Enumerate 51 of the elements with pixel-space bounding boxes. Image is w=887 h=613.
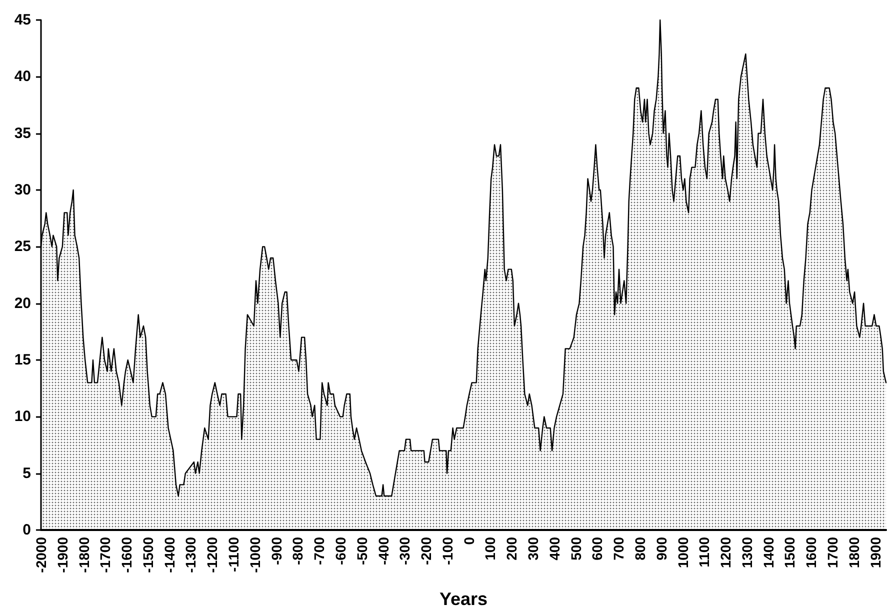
- x-tick-label: 1200: [718, 536, 734, 568]
- y-tick-label: 30: [14, 182, 31, 198]
- y-tick-label: 0: [22, 522, 31, 538]
- x-tick-label: 1300: [738, 536, 755, 568]
- x-tick-label: -500: [354, 536, 370, 566]
- y-tick-label: 45: [14, 12, 31, 28]
- y-tick-label: 40: [14, 68, 31, 86]
- x-tick-label: -1400: [161, 536, 178, 573]
- x-tick-label: 1800: [846, 536, 862, 568]
- y-tick-label: 5: [22, 464, 31, 482]
- x-tick-label: 800: [632, 536, 648, 560]
- x-tick-label: -1900: [54, 536, 70, 573]
- x-tick-label: 1000: [674, 536, 691, 568]
- x-tick-label: 400: [546, 536, 562, 560]
- x-tick-label: 300: [525, 536, 542, 560]
- x-tick-label: 100: [482, 536, 498, 560]
- x-tick-label: -800: [290, 536, 306, 566]
- x-tick-label: -700: [311, 536, 328, 566]
- y-tick-label: 10: [14, 408, 31, 426]
- x-tick-label: 1700: [824, 536, 841, 568]
- x-tick-label: 1100: [696, 536, 712, 568]
- x-tick-label: 900: [653, 536, 670, 560]
- x-tick-label: 700: [610, 536, 627, 560]
- x-tick-label: 1400: [760, 536, 776, 568]
- x-tick-label: -400: [375, 536, 392, 566]
- x-tick-label: 200: [504, 536, 520, 560]
- x-tick-label: -100: [439, 536, 456, 566]
- x-tick-label: -900: [268, 536, 284, 566]
- x-tick-label: 1900: [867, 536, 884, 568]
- x-tick-label: -1200: [204, 536, 220, 573]
- x-tick-label: 1600: [803, 536, 820, 568]
- y-tick-label: 35: [14, 124, 31, 142]
- x-tick-label: -1000: [246, 536, 263, 573]
- x-tick-label: -1500: [140, 536, 156, 573]
- y-tick-label: 15: [14, 352, 31, 368]
- x-tick-label: 600: [589, 536, 606, 560]
- x-tick-label: -1700: [97, 536, 114, 573]
- x-tick-label: -1300: [182, 536, 199, 573]
- x-tick-label: -2000: [33, 536, 49, 573]
- y-tick-label: 25: [14, 238, 31, 256]
- x-tick-label: -200: [418, 536, 434, 566]
- x-tick-label: 500: [568, 536, 584, 560]
- x-tick-label: 1500: [782, 536, 798, 568]
- x-tick-label: -600: [332, 536, 348, 566]
- x-tick-label: -1100: [226, 536, 242, 572]
- x-tick-label: -1600: [118, 536, 135, 573]
- x-axis-title: Years: [439, 589, 488, 609]
- x-tick-label: -1800: [76, 536, 92, 573]
- x-tick-label: -300: [396, 536, 413, 566]
- y-tick-label: 20: [14, 294, 31, 312]
- x-tick-label: 0: [460, 536, 477, 545]
